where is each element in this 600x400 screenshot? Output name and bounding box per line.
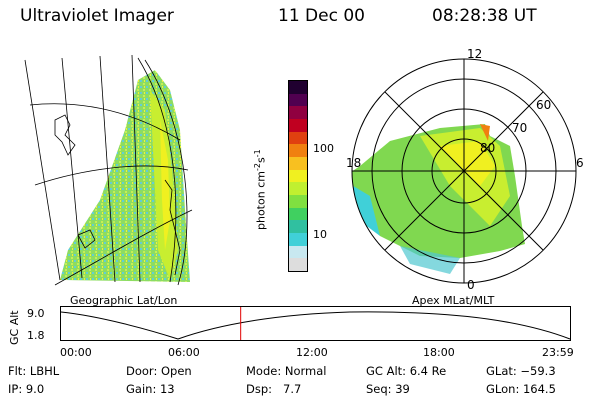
colorbar-swatch bbox=[289, 232, 307, 246]
info-gain: Gain: 13 bbox=[126, 382, 175, 396]
colorbar-swatch bbox=[289, 245, 307, 259]
mlt-18-label: 18 bbox=[346, 156, 361, 170]
info-dsp: Dsp: 7.7 bbox=[246, 382, 302, 396]
colorbar-swatch bbox=[289, 106, 307, 119]
mlt-12-label: 12 bbox=[467, 47, 482, 61]
timeline-ylabel: GC Alt bbox=[8, 310, 21, 345]
info-glon: GLon: 164.5 bbox=[486, 382, 556, 396]
colorbar-tick-10: 10 bbox=[313, 228, 327, 241]
polar-caption: Apex MLat/MLT bbox=[412, 294, 495, 307]
info-mode: Mode: Normal bbox=[246, 364, 327, 378]
timeline-tick-0600: 06:00 bbox=[168, 346, 200, 359]
info-gc-alt: GC Alt: 6.4 Re bbox=[366, 364, 447, 378]
mlt-0-label: 0 bbox=[467, 278, 475, 292]
image-date: 11 Dec 00 bbox=[278, 6, 365, 26]
mlt-6-label: 6 bbox=[576, 156, 584, 170]
info-ip: IP: 9.0 bbox=[8, 382, 45, 396]
info-glat: GLat: −59.3 bbox=[486, 364, 556, 378]
timeline-ybottom: 1.8 bbox=[27, 329, 45, 342]
altitude-curve bbox=[60, 311, 571, 340]
image-time: 08:28:38 UT bbox=[432, 6, 537, 26]
mlat-60-label: 60 bbox=[536, 98, 551, 112]
colorbar-swatch bbox=[289, 156, 307, 170]
colorbar-swatch bbox=[289, 144, 307, 157]
polar-aurora-image bbox=[352, 124, 525, 274]
colorbar-swatch bbox=[289, 118, 307, 132]
mlat-80-label: 80 bbox=[480, 141, 495, 155]
colorbar-swatch bbox=[289, 80, 307, 94]
geographic-map bbox=[24, 54, 193, 286]
timeline-tick-2359: 23:59 bbox=[542, 346, 574, 359]
info-filter: Flt: LBHL bbox=[8, 364, 60, 378]
coastline bbox=[54, 114, 181, 276]
colorbar-axis-label: photon cm-2s-1 bbox=[253, 149, 268, 230]
app-title: Ultraviolet Imager bbox=[20, 6, 174, 26]
timeline-tick-0000: 00:00 bbox=[60, 346, 92, 359]
aurora-image bbox=[60, 70, 190, 282]
geographic-caption: Geographic Lat/Lon bbox=[70, 294, 178, 307]
polar-mlat-mlt-plot: 12 18 6 0 60 70 80 bbox=[346, 47, 584, 292]
colorbar-swatch bbox=[289, 194, 307, 208]
colorbar-swatch bbox=[289, 169, 307, 183]
mlat-70-label: 70 bbox=[512, 121, 527, 135]
colorbar-swatch bbox=[289, 207, 307, 221]
color-scale-bar bbox=[288, 80, 308, 272]
orbit-altitude-timeline bbox=[60, 306, 571, 341]
colorbar-swatch bbox=[289, 182, 307, 195]
lat-lon-grid bbox=[24, 54, 193, 286]
colorbar-swatch bbox=[289, 93, 307, 107]
colorbar-tick-100: 100 bbox=[313, 142, 334, 155]
polar-grid bbox=[351, 58, 577, 284]
timeline-ytop: 9.0 bbox=[27, 307, 45, 320]
info-seq: Seq: 39 bbox=[366, 382, 410, 396]
colorbar-swatch bbox=[289, 220, 307, 233]
colorbar-swatch bbox=[289, 131, 307, 145]
colorbar-swatch bbox=[289, 258, 307, 271]
timeline-tick-1200: 12:00 bbox=[296, 346, 328, 359]
info-door: Door: Open bbox=[126, 364, 192, 378]
timeline-tick-1800: 18:00 bbox=[423, 346, 455, 359]
